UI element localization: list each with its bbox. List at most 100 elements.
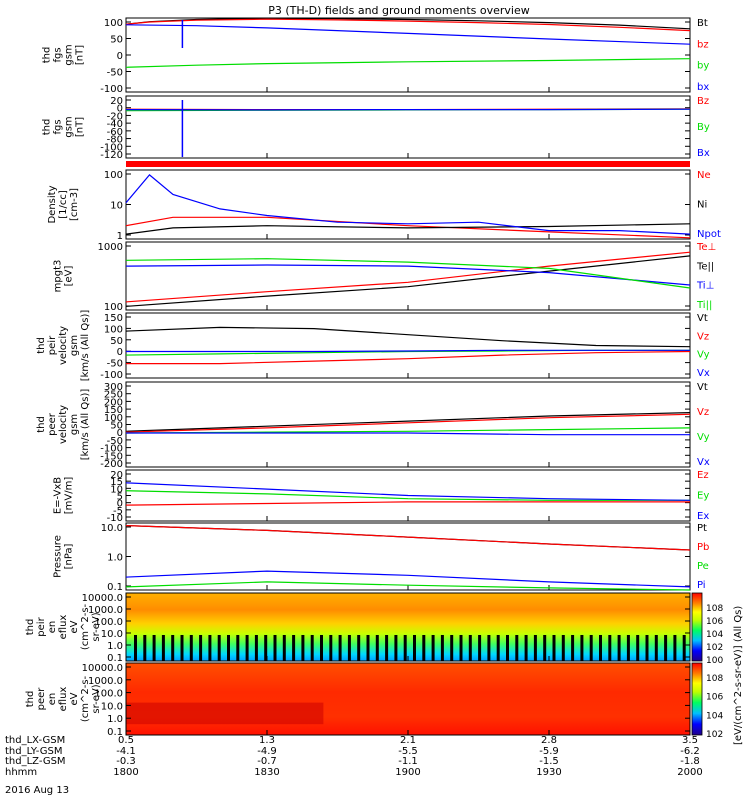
- y-tick-label: 10000.0: [82, 663, 123, 674]
- series-line-Vx: [126, 349, 690, 353]
- y-axis-label: eflux: [58, 687, 69, 712]
- legend-entry: Te⊥: [696, 242, 716, 253]
- spectrogram-gap: [180, 635, 184, 661]
- series-line-Ex: [125, 482, 691, 501]
- y-tick-label: 5: [117, 492, 123, 503]
- spectrogram-gap: [375, 635, 379, 661]
- spectrogram-core: [126, 702, 324, 725]
- legend-entry: Bt: [697, 18, 708, 29]
- colorbar-label: [eV/(cm^2-s-sr-eV)] (All Qs): [733, 606, 744, 745]
- panel-pressure: 10.0 1.0 0.1 Pressure [nPa] Pt Pb Pe Pi: [53, 522, 709, 593]
- y-axis-label: [km/s (All Qs)]: [80, 389, 91, 461]
- y-axis-label: fgs: [53, 47, 64, 62]
- y-tick-label: 150: [104, 313, 123, 324]
- legend-entry: Vz: [697, 407, 709, 418]
- y-tick-label: 50: [110, 336, 123, 347]
- spectrogram-gap: [329, 635, 333, 661]
- legend-entry: Vx: [697, 457, 710, 468]
- legend-entry: Ni: [697, 200, 707, 211]
- spectrogram-gap: [459, 635, 463, 661]
- x-axis-value: -0.3: [116, 756, 136, 767]
- series-line-bz: [125, 18, 691, 32]
- y-tick-label: -50: [107, 436, 123, 447]
- series-line-Te||: [125, 255, 691, 307]
- legend-entry: Ti||: [696, 300, 712, 311]
- y-tick-label: -80: [107, 135, 123, 146]
- y-axis-label: [1/cc]: [58, 190, 69, 219]
- y-tick-label: 150: [104, 405, 123, 416]
- legend-entry: bx: [697, 82, 709, 93]
- y-axis-label: thd: [36, 337, 47, 354]
- y-axis-label: [eV]: [64, 266, 75, 287]
- panel-frame: [125, 381, 691, 468]
- x-axis-value: 1930: [536, 767, 561, 778]
- y-axis-label: mpgt3: [53, 260, 64, 293]
- y-tick-label: 10.0: [101, 701, 123, 712]
- y-tick-label: 100: [104, 302, 123, 313]
- colorbar-tick: 106: [706, 693, 723, 703]
- y-tick-label: 1.0: [107, 641, 123, 652]
- colorbar-tick: 100: [706, 656, 723, 666]
- series-line-Vt: [125, 412, 691, 432]
- x-axis-value: 2.8: [541, 735, 557, 746]
- y-tick-label: 1.0: [107, 714, 123, 725]
- y-axis-label: thd: [42, 119, 53, 136]
- series-line-Pb: [125, 525, 691, 551]
- spectrogram-gap: [506, 635, 509, 661]
- y-tick-label: 10: [110, 484, 123, 495]
- plot-title: P3 (TH-D) fields and ground moments over…: [268, 4, 530, 17]
- spectrogram-gap: [571, 635, 575, 661]
- y-axis-label: velocity: [58, 405, 69, 444]
- colorbar-tick: 104: [706, 630, 723, 640]
- legend-entry: Vt: [697, 313, 708, 324]
- spectrogram-gap: [636, 635, 640, 661]
- y-axis-label: peer: [47, 412, 58, 436]
- y-axis-label: en: [47, 621, 58, 634]
- spectrogram-gap: [468, 635, 472, 661]
- quality-flag-bar: [126, 161, 690, 167]
- y-tick-label: 0: [117, 104, 123, 115]
- y-tick-label: 0: [117, 347, 123, 358]
- y-axis-label: peer: [36, 687, 47, 711]
- spectrogram-gap: [580, 635, 584, 661]
- y-tick-label: 20: [110, 96, 123, 107]
- x-axis-value: 2000: [677, 767, 702, 778]
- y-axis-label: [nPa]: [64, 543, 75, 569]
- colorbar-tick: 108: [706, 604, 723, 614]
- series-line-Pi: [125, 570, 691, 588]
- spectrogram-gap: [310, 635, 314, 661]
- legend-entry: bz: [697, 39, 709, 50]
- series-line-Ni: [125, 223, 691, 235]
- spectrogram-gap: [608, 635, 612, 661]
- spectrogram-gap: [217, 635, 221, 661]
- panel-frame: [125, 17, 691, 93]
- spectrogram-gap: [171, 635, 175, 661]
- y-tick-label: -100: [100, 370, 123, 381]
- spectrogram-gap: [626, 635, 630, 661]
- x-axis-value: -5.5: [398, 746, 418, 757]
- spectrogram-gap: [236, 635, 240, 661]
- y-axis-label: thd: [42, 47, 53, 64]
- series-line-Pe: [125, 581, 691, 591]
- spectrogram-gap: [487, 635, 491, 661]
- spectrogram-gap: [208, 635, 212, 661]
- y-axis-label: sr-eV): [91, 684, 102, 713]
- y-tick-label: -100: [100, 444, 123, 455]
- spectrogram-gap: [357, 635, 361, 661]
- spectrogram-gap: [617, 635, 621, 661]
- y-tick-label: 0.1: [107, 582, 123, 593]
- y-axis-label: [nT]: [75, 117, 86, 137]
- spectrogram-gap: [599, 635, 602, 661]
- x-axis-row-label: thd_LX-GSM: [5, 735, 65, 746]
- spectrogram-gap: [450, 635, 454, 661]
- y-axis-label: gsm: [64, 116, 75, 137]
- series-line-Ne: [125, 216, 691, 239]
- y-tick-label: -60: [107, 127, 123, 138]
- y-tick-label: -150: [100, 451, 123, 462]
- y-tick-label: -5: [113, 506, 123, 517]
- series-line-Ti⊥: [125, 264, 691, 286]
- legend-entry: by: [697, 61, 709, 72]
- series-line-Vx: [126, 432, 690, 436]
- y-tick-label: 100: [104, 18, 123, 29]
